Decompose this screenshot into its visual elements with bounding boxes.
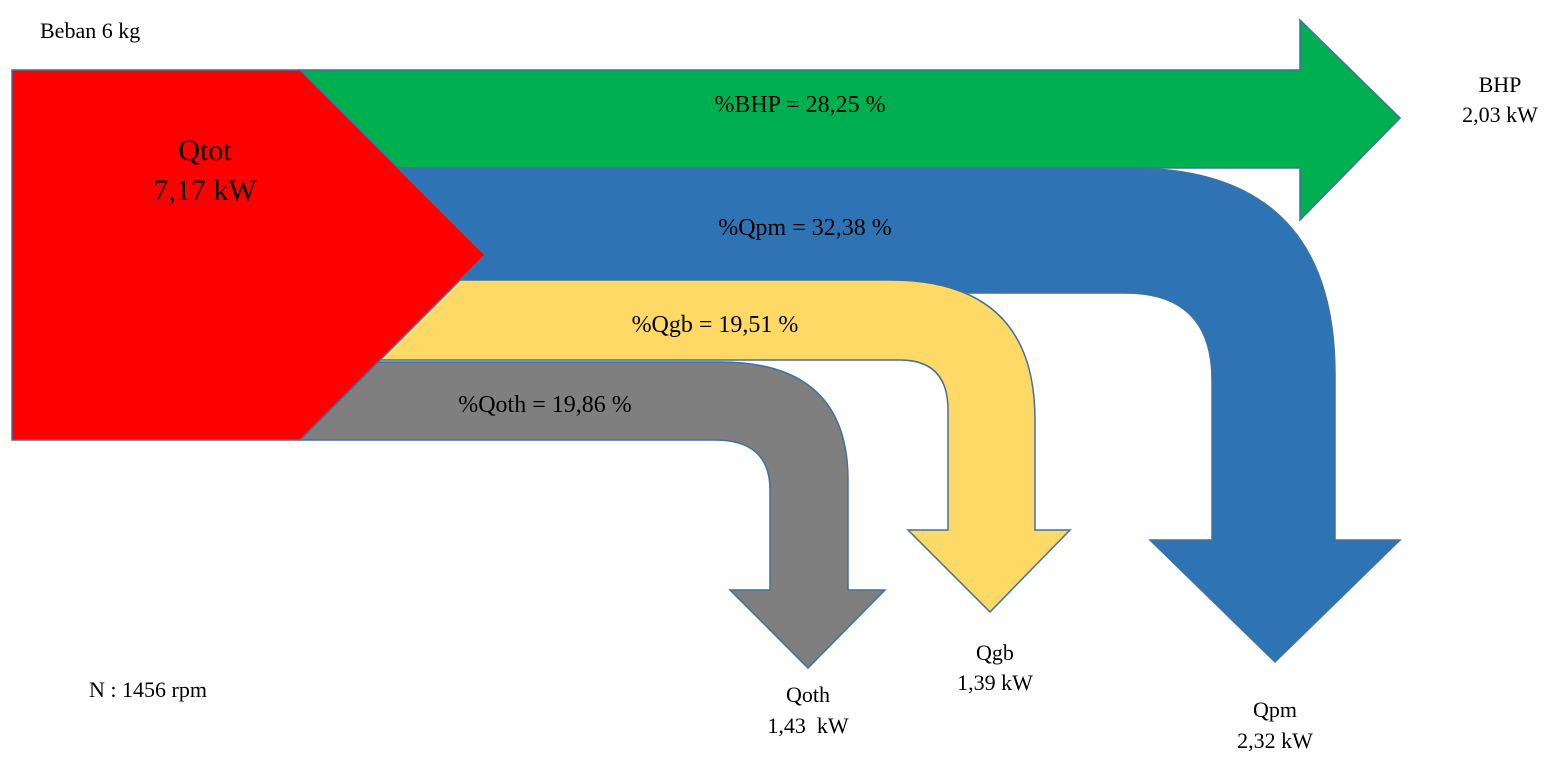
flow-value: 1,43 kW [767,713,849,738]
flow-qgb [378,279,1072,614]
flow-name: BHP [1479,72,1522,97]
flow-label: %Qgb = 19,51 % [632,312,799,338]
flow-name: Qgb [976,640,1014,665]
source-value: 7,17 kW [153,174,257,207]
flow-value: 2,03 kW [1462,102,1538,127]
flow-name: Qoth [786,682,830,707]
flow-qoth [298,361,887,670]
flow-label: %Qoth = 19,86 % [458,392,632,418]
source-qtot [11,69,487,441]
source-name: Qtot [178,134,232,167]
flow-label: %BHP = 28,25 % [714,92,885,118]
flow-label: %Qpm = 32,38 % [718,215,892,241]
flow-value: 2,32 kW [1237,728,1313,753]
flow-value: 1,39 kW [957,670,1033,695]
flow-bhp [298,18,1402,222]
speed: N : 1456 rpm [89,677,207,702]
title: Beban 6 kg [40,18,140,43]
flow-name: Qpm [1253,697,1297,722]
